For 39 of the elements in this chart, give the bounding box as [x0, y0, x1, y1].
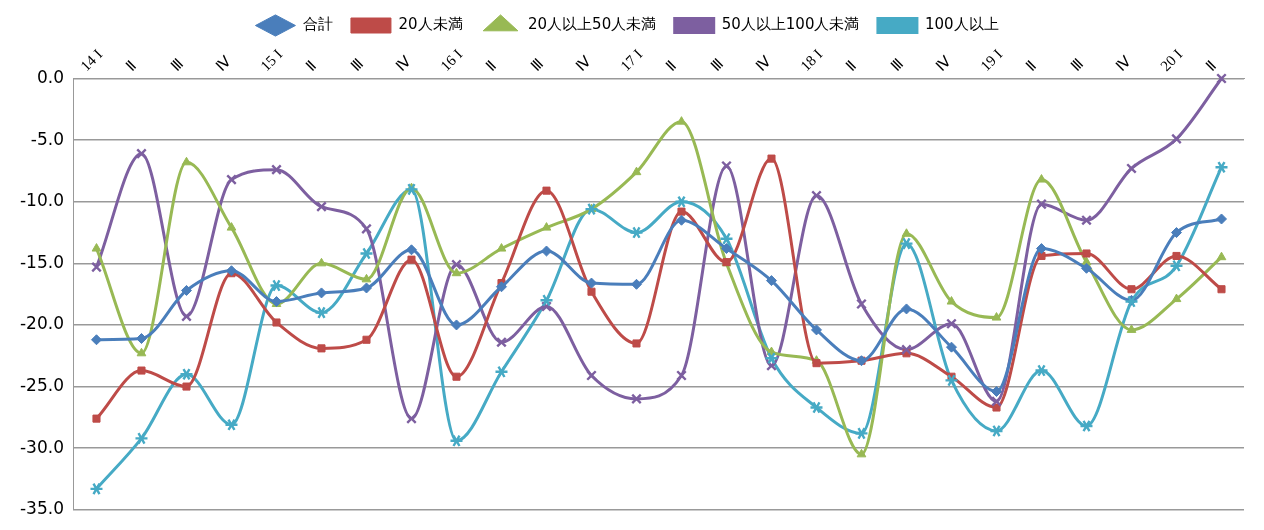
x-tick-label: 16 I	[437, 45, 466, 75]
x-tick-label: Ⅳ	[752, 52, 774, 75]
x-tick-label: Ⅳ	[1112, 52, 1134, 75]
x-tick-label: 19 I	[977, 45, 1006, 75]
legend-label: 50人以上100人未満	[721, 15, 860, 34]
y-tick-label: -15.0	[19, 251, 64, 272]
y-tick-label: -35.0	[19, 498, 64, 519]
x-tick-label: 17 I	[617, 45, 646, 75]
x-tick-label: Ⅱ	[122, 57, 139, 75]
x-tick-label: Ⅳ	[392, 52, 414, 75]
legend-label: 20人以上50人未満	[528, 15, 657, 34]
x-tick-label: Ⅱ	[662, 57, 679, 75]
legend-label: 20人未満	[398, 15, 463, 34]
x-tick-label: 18 I	[797, 45, 826, 75]
x-tick-label: 15 I	[257, 45, 286, 75]
x-tick-label: 20 I	[1157, 45, 1186, 75]
y-tick-label: 0.0	[36, 66, 64, 87]
x-tick-label: Ⅳ	[572, 52, 594, 75]
y-tick-label: -20.0	[19, 313, 64, 334]
x-tick-label: Ⅲ	[347, 55, 366, 75]
x-tick-label: Ⅳ	[212, 52, 234, 75]
x-tick-label: Ⅲ	[887, 55, 906, 75]
x-tick-label: Ⅲ	[1067, 55, 1086, 75]
x-tick-label: Ⅱ	[842, 57, 859, 75]
x-tick-label: Ⅱ	[302, 57, 319, 75]
legend-label: 100人以上	[924, 15, 999, 34]
y-tick-label: -25.0	[19, 375, 64, 395]
legend-label: 合計	[302, 15, 333, 34]
x-tick-label: Ⅲ	[707, 55, 726, 75]
x-tick-label: Ⅲ	[527, 55, 546, 75]
x-tick-label: Ⅱ	[482, 57, 499, 75]
y-tick-label: -5.0	[30, 128, 64, 149]
y-tick-label: -30.0	[19, 436, 64, 457]
x-tick-label: Ⅱ	[1202, 57, 1219, 75]
x-tick-label: Ⅳ	[932, 52, 954, 75]
x-tick-label: 14 I	[77, 45, 106, 75]
x-tick-label: Ⅱ	[1022, 57, 1039, 75]
y-tick-label: -10.0	[19, 190, 64, 211]
x-tick-label: Ⅲ	[167, 55, 186, 75]
